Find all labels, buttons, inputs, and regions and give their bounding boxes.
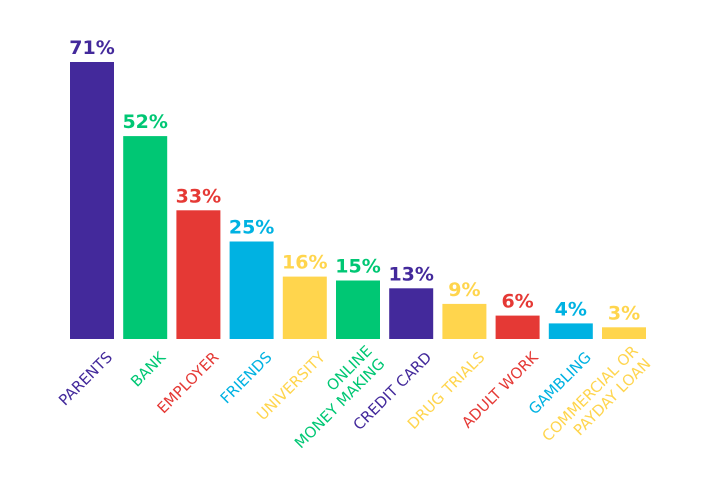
bar-value-label: 52% — [122, 111, 167, 133]
bar — [282, 276, 327, 339]
bars-group — [70, 62, 646, 339]
bar — [123, 136, 168, 339]
bar-value-label: 71% — [69, 37, 114, 59]
bar — [176, 210, 221, 339]
bar — [336, 280, 380, 339]
category-label: BANK — [127, 347, 170, 390]
bar-value-label: 15% — [335, 256, 380, 278]
bar — [442, 303, 487, 339]
bar-value-label: 9% — [448, 279, 480, 301]
bar-value-label: 33% — [176, 185, 221, 207]
bar — [389, 288, 434, 339]
bar-value-label: 16% — [282, 252, 327, 274]
bar — [229, 241, 274, 339]
category-labels-group: PARENTS BANKEMPLOYERFRIENDSUNIVERSITYONLI… — [55, 342, 654, 452]
value-labels-group: 71% 52% 33% 25% 16% 15% 13% 9% 6% 4% 3% — [69, 37, 640, 324]
bar-value-label: 13% — [388, 263, 433, 285]
bar — [548, 323, 593, 339]
category-label: PARENTS — [55, 348, 116, 409]
bar-value-label: 3% — [608, 302, 640, 324]
bar-value-label: 4% — [555, 298, 587, 320]
bar — [70, 62, 114, 339]
bar-value-label: 25% — [229, 217, 274, 239]
category-label-line: BANK — [127, 347, 170, 390]
bar — [495, 315, 540, 339]
bar — [602, 327, 646, 339]
bar-value-label: 6% — [501, 291, 533, 313]
category-label-line: PARENTS — [55, 348, 116, 409]
